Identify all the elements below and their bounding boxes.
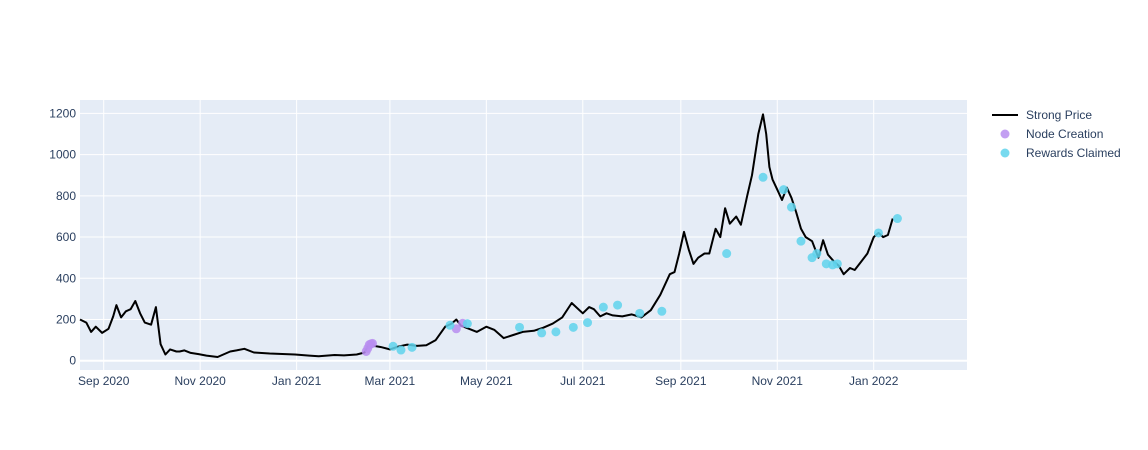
x-axis-ticks: Sep 2020 Nov 2020 Jan 2021 Mar 2021 May 2021… — [78, 374, 899, 388]
y-tick-label: 200 — [56, 313, 76, 327]
rewards-claimed-point — [892, 214, 902, 224]
rewards-claimed-point — [613, 300, 623, 310]
node-creation-point — [368, 338, 378, 348]
x-tick-label: Sep 2021 — [655, 374, 707, 388]
rewards-claimed-point — [568, 322, 578, 332]
x-tick-label: Nov 2020 — [174, 374, 226, 388]
y-tick-label: 1000 — [49, 148, 76, 162]
x-tick-label: Jul 2021 — [560, 374, 606, 388]
rewards-claimed-point — [635, 308, 645, 318]
rewards-claimed-point — [462, 319, 472, 329]
gridlines — [80, 100, 967, 370]
y-tick-label: 600 — [56, 230, 76, 244]
plot-area — [79, 113, 902, 358]
rewards-claimed-point — [873, 228, 883, 238]
rewards-claimed-point — [657, 306, 667, 316]
rewards-claimed-point — [786, 202, 796, 212]
y-axis-ticks: 0 200 400 600 800 1000 1200 — [49, 106, 76, 367]
legend[interactable]: Strong Price Node Creation Rewards Claimed — [992, 108, 1121, 160]
rewards-claimed-point — [515, 322, 525, 332]
rewards-claimed-point — [832, 259, 842, 269]
rewards-claimed-point — [396, 345, 406, 355]
y-tick-label: 1200 — [49, 106, 76, 120]
y-tick-label: 800 — [56, 189, 76, 203]
legend-item-node-creation[interactable]: Node Creation — [1000, 127, 1104, 141]
x-tick-label: Jan 2021 — [272, 374, 322, 388]
rewards-claimed-point — [812, 249, 822, 259]
plot-background — [80, 100, 967, 370]
strong-price-line — [79, 113, 894, 358]
x-tick-label: Nov 2021 — [752, 374, 804, 388]
rewards-claimed-point — [445, 320, 455, 330]
legend-label: Node Creation — [1026, 127, 1103, 141]
legend-label: Rewards Claimed — [1026, 146, 1121, 160]
y-tick-label: 400 — [56, 271, 76, 285]
legend-item-strong-price[interactable]: Strong Price — [992, 108, 1092, 122]
y-tick-label: 0 — [69, 354, 76, 368]
legend-dot-swatch — [1000, 148, 1010, 158]
rewards-claimed-point — [796, 236, 806, 246]
x-tick-label: Sep 2020 — [78, 374, 130, 388]
x-tick-label: May 2021 — [460, 374, 513, 388]
rewards-claimed-point — [537, 328, 547, 338]
rewards-claimed-point — [407, 342, 417, 352]
legend-item-rewards-claimed[interactable]: Rewards Claimed — [1000, 146, 1121, 160]
rewards-claimed-point — [758, 172, 768, 182]
rewards-claimed-point — [583, 318, 593, 328]
rewards-claimed-point — [779, 185, 789, 195]
rewards-claimed-point — [551, 327, 561, 337]
x-tick-label: Mar 2021 — [365, 374, 416, 388]
x-tick-label: Jan 2022 — [849, 374, 899, 388]
legend-label: Strong Price — [1026, 108, 1092, 122]
rewards-claimed-point — [598, 302, 608, 312]
legend-dot-swatch — [1000, 129, 1010, 139]
rewards-claimed-point — [722, 249, 732, 259]
rewards-claimed-point — [388, 341, 398, 351]
